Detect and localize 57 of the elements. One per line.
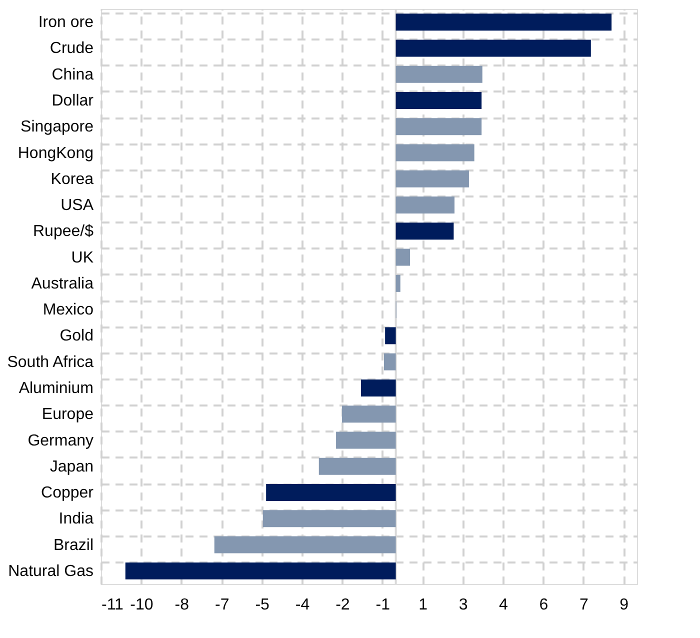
bar — [396, 66, 482, 83]
bar — [396, 40, 591, 57]
y-tick-label: Australia — [31, 275, 94, 292]
bar — [266, 484, 396, 502]
bar — [396, 274, 400, 292]
y-tick-label: Singapore — [20, 118, 94, 136]
x-tick-label: -10 — [130, 596, 154, 614]
y-tick-label: Dollar — [52, 92, 94, 110]
y-tick-label: Germany — [28, 432, 94, 450]
y-tick-label: Brazil — [53, 536, 94, 554]
bar — [360, 379, 396, 396]
y-tick-label: Iron ore — [38, 14, 94, 32]
x-tick-label: 1 — [418, 596, 428, 614]
x-tick-label: 7 — [579, 596, 588, 614]
y-tick-label: Gold — [60, 328, 94, 345]
bar — [396, 118, 482, 136]
y-tick-label: Korea — [50, 170, 94, 188]
y-tick-label: USA — [60, 197, 94, 214]
x-tick-label: 3 — [458, 596, 468, 614]
y-tick-label: Japan — [50, 458, 94, 476]
bar — [385, 327, 396, 344]
x-tick-label: -8 — [174, 596, 190, 614]
bar — [125, 562, 396, 580]
y-tick-label: India — [58, 510, 94, 528]
y-tick-label: China — [52, 66, 94, 84]
bar — [336, 432, 396, 449]
bar — [396, 14, 612, 31]
bar — [396, 144, 474, 162]
y-tick-label: Mexico — [42, 302, 94, 319]
x-tick-label: -5 — [255, 596, 270, 614]
bar — [396, 92, 482, 109]
y-tick-label: Copper — [41, 484, 94, 502]
bar — [396, 196, 454, 214]
x-tick-label: -4 — [295, 596, 310, 614]
bar — [342, 406, 396, 423]
bar — [396, 222, 454, 240]
y-tick-label: Crude — [50, 40, 94, 58]
y-tick-label: South Africa — [7, 354, 94, 371]
bar — [384, 353, 396, 370]
y-tick-label: Aluminium — [18, 380, 94, 397]
y-tick-label: Rupee/$ — [33, 223, 94, 240]
x-tick-label: -2 — [336, 596, 350, 614]
y-tick-label: Europe — [42, 406, 94, 424]
y-tick-label: HongKong — [18, 144, 94, 162]
x-tick-label: 4 — [499, 596, 508, 614]
bar — [318, 458, 396, 475]
x-tick-label: -1 — [376, 596, 390, 614]
y-tick-label: UK — [71, 249, 94, 266]
y-tick-label: Natural Gas — [8, 562, 94, 580]
bar — [214, 536, 396, 554]
x-tick-label: 9 — [620, 596, 629, 614]
bar — [262, 510, 396, 528]
bar — [396, 170, 469, 188]
bar — [396, 248, 410, 266]
x-tick-label: 6 — [539, 596, 548, 614]
x-tick-label: -11 — [102, 596, 124, 614]
x-tick-label: -7 — [214, 596, 230, 614]
